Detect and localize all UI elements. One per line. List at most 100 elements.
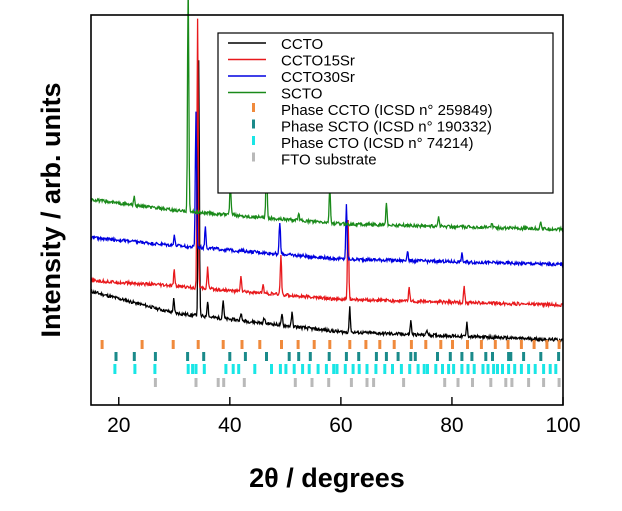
reference-tick — [307, 364, 311, 374]
reference-tick — [513, 364, 517, 374]
reference-tick — [278, 364, 282, 374]
x-tick-label: 60 — [329, 414, 352, 437]
reference-tick — [496, 364, 499, 374]
reference-tick — [545, 340, 549, 349]
reference-tick — [265, 352, 268, 361]
legend-swatch — [252, 119, 255, 129]
reference-tick — [372, 378, 376, 387]
reference-tick — [506, 340, 510, 349]
series-line-ccto30sr — [90, 111, 564, 269]
reference-tick — [240, 340, 244, 349]
x-tick-label: 40 — [218, 414, 241, 437]
reference-tick — [447, 364, 451, 374]
reference-tick — [228, 352, 232, 361]
reference-tick — [557, 378, 561, 387]
plot-frame — [90, 14, 564, 406]
reference-tick — [191, 364, 195, 374]
x-tick-label: 20 — [107, 414, 130, 437]
reference-tick — [270, 364, 273, 374]
series-line-ccto — [90, 60, 564, 343]
reference-tick — [327, 378, 331, 387]
reference-tick — [522, 352, 526, 361]
reference-tick — [426, 364, 429, 374]
reference-tick — [548, 364, 552, 374]
legend-label: Phase SCTO (ICSD n° 190332) — [281, 119, 492, 136]
reference-tick — [365, 378, 369, 387]
legend-label: CCTO15Sr — [281, 53, 355, 70]
reference-tick — [374, 364, 378, 374]
reference-tick — [328, 340, 332, 349]
reference-tick — [439, 340, 443, 349]
reference-tick — [140, 340, 144, 349]
reference-tick — [434, 364, 438, 374]
reference-tick — [258, 340, 262, 349]
reference-tick — [310, 378, 314, 387]
reference-tick — [519, 340, 523, 349]
reference-tick — [533, 364, 537, 374]
legend-label: FTO substrate — [281, 152, 377, 169]
reference-tick — [186, 352, 190, 361]
reference-tick — [324, 364, 328, 374]
reference-tick — [343, 364, 347, 374]
reference-tick — [171, 340, 175, 349]
reference-tick — [532, 340, 536, 349]
reference-tick — [224, 364, 228, 374]
reference-tick — [280, 340, 283, 349]
legend-box — [217, 32, 554, 194]
reference-tick — [527, 378, 531, 387]
reference-tick — [441, 364, 444, 374]
reference-tick — [113, 364, 117, 374]
x-tick-label: 100 — [545, 414, 580, 437]
reference-tick — [153, 364, 157, 374]
reference-tick — [408, 364, 412, 374]
reference-tick — [348, 340, 352, 349]
reference-tick — [293, 378, 297, 387]
reference-tick — [308, 352, 312, 361]
reference-tick — [396, 352, 400, 361]
reference-tick — [327, 352, 331, 361]
reference-tick — [364, 340, 368, 349]
reference-tick — [332, 364, 336, 374]
reference-tick — [452, 364, 456, 374]
reference-tick — [491, 352, 494, 361]
reference-tick — [542, 364, 546, 374]
reference-tick — [153, 352, 157, 361]
reference-tick — [237, 364, 241, 374]
reference-tick — [402, 378, 406, 387]
reference-tick — [297, 352, 301, 361]
reference-tick — [196, 340, 200, 349]
reference-tick — [392, 340, 396, 349]
legend-swatch — [252, 103, 255, 112]
reference-tick — [153, 378, 157, 387]
reference-tick — [554, 364, 558, 374]
reference-tick — [186, 364, 190, 374]
reference-tick — [448, 352, 452, 361]
reference-tick — [287, 352, 291, 361]
series-line-ccto15sr — [90, 18, 564, 309]
legend-label: Phase CCTO (ICSD n° 259849) — [281, 102, 493, 119]
x-tick-label: 80 — [440, 414, 463, 437]
reference-tick — [221, 340, 225, 349]
reference-tick — [486, 364, 490, 374]
reference-tick — [501, 364, 504, 374]
reference-tick — [296, 340, 300, 349]
reference-tick — [222, 378, 226, 387]
reference-tick — [470, 352, 474, 361]
reference-tick — [436, 352, 439, 361]
reference-tick — [504, 378, 508, 387]
reference-tick — [301, 364, 305, 374]
reference-tick — [527, 364, 531, 374]
reference-tick — [557, 340, 561, 349]
reference-tick — [384, 352, 388, 361]
reference-tick — [507, 352, 511, 361]
reference-tick — [471, 378, 474, 387]
x-axis-ticks: 20 40 60 80 100 — [107, 397, 581, 437]
reference-tick — [409, 340, 413, 349]
reference-tick — [316, 364, 320, 374]
legend-label: SCTO — [281, 86, 322, 103]
reference-tick — [507, 364, 511, 374]
reference-tick — [231, 364, 235, 374]
reference-tick — [413, 352, 417, 361]
